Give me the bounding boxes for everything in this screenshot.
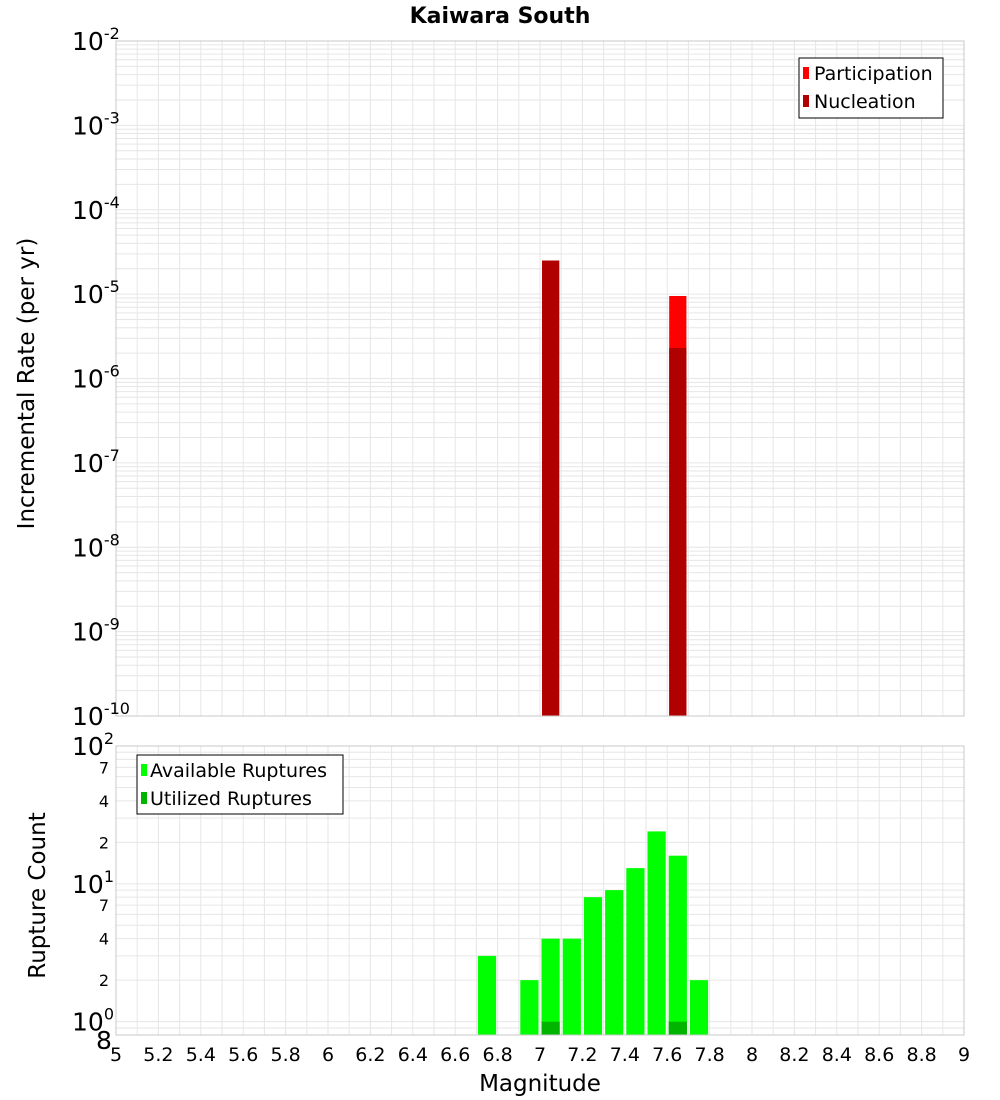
bar-available-ruptures-m7.45	[626, 868, 645, 1035]
legend-swatch-available	[141, 764, 147, 776]
legend-swatch-nucleation	[803, 95, 809, 107]
rate-y-tick-label: 10-8	[72, 530, 120, 562]
x-tick-label: 5.6	[228, 1044, 258, 1066]
count-y-minor-tick-label: 7	[99, 896, 109, 915]
rate-legend: Participation Nucleation	[798, 57, 944, 119]
x-tick-label: 7.8	[694, 1044, 724, 1066]
x-tick-label: 5.8	[270, 1044, 300, 1066]
x-tick-label: 6.8	[482, 1044, 512, 1066]
bar-utilized-ruptures-m7.65	[668, 1021, 687, 1035]
rate-y-tick-label: 10-9	[72, 615, 120, 647]
count-y-minor-tick-label: 2	[99, 971, 109, 990]
bar-available-ruptures-m6.95	[520, 980, 539, 1035]
x-ticks: 5 5.2 5.4 5.6 5.8 6 6.2 6.4 6.6 6.8 7 7.2 7.4 7.6 7.8 8…	[110, 1044, 970, 1066]
legend-label-available: Available Ruptures	[150, 760, 327, 782]
x-tick-label: 5	[110, 1044, 122, 1066]
count-y-minor-tick-label: 4	[99, 930, 109, 949]
bar-available-ruptures-m7.65	[668, 855, 687, 1035]
legend-swatch-participation	[803, 67, 809, 79]
count-legend: Available Ruptures Utilized Ruptures	[136, 754, 344, 815]
bar-utilized-ruptures-m7.05	[541, 1021, 560, 1035]
bar-nucleation-m7.65	[669, 347, 687, 716]
legend-label-participation: Participation	[814, 63, 933, 85]
x-tick-label: 6.6	[440, 1044, 470, 1066]
bar-available-ruptures-m7.05	[541, 938, 560, 1035]
count-y-minor-tick-label: 2	[99, 833, 109, 852]
count-legend-box	[136, 754, 344, 815]
count-bars	[477, 831, 709, 1035]
x-tick-label: 6.2	[355, 1044, 385, 1066]
x-axis-label: Magnitude	[479, 1071, 601, 1097]
x-tick-label: 5.2	[143, 1044, 173, 1066]
rate-y-tick-label: 10-10	[72, 699, 130, 731]
count-y-tick-label: 101	[72, 867, 114, 899]
x-tick-label: 8.4	[822, 1044, 852, 1066]
bar-available-ruptures-m7.75	[689, 980, 709, 1035]
x-tick-label: 5.4	[186, 1044, 216, 1066]
x-tick-label: 7.2	[567, 1044, 597, 1066]
x-tick-label: 9	[958, 1044, 970, 1066]
rate-y-tick-label: 10-4	[72, 193, 120, 225]
count-y-axis-label: Rupture Count	[25, 812, 51, 978]
x-tick-label: 6	[322, 1044, 334, 1066]
count-y-tick-label: 102	[72, 729, 114, 761]
count-y-minor-tick-label: 4	[99, 792, 109, 811]
rate-y-tick-label: 10-7	[72, 446, 120, 478]
rate-y-tick-label: 10-6	[72, 362, 120, 394]
x-tick-label: 8	[746, 1044, 758, 1066]
rate-y-ticks: 10-2 10-3 10-4 10-5 10-6 10-7 10-8 10-9 10-10	[72, 24, 130, 731]
legend-label-nucleation: Nucleation	[814, 91, 916, 113]
bar-available-ruptures-m7.55	[647, 831, 666, 1035]
x-tick-label: 6.4	[398, 1044, 428, 1066]
legend-label-utilized: Utilized Ruptures	[150, 788, 312, 810]
x-tick-label: 8.8	[906, 1044, 936, 1066]
x-tick-label: 8.2	[779, 1044, 809, 1066]
rate-plot-frame	[115, 40, 965, 717]
legend-swatch-utilized	[141, 792, 147, 804]
rate-legend-box	[798, 57, 944, 119]
rate-bars	[542, 260, 687, 716]
count-plot-frame	[115, 745, 965, 1036]
rate-y-tick-label: 10-3	[72, 108, 120, 140]
x-tick-label: 7	[534, 1044, 546, 1066]
x-tick-label: 7.6	[652, 1044, 682, 1066]
rate-grid	[115, 41, 965, 717]
rate-y-tick-label: 10-5	[72, 277, 120, 309]
bar-nucleation-m7.05	[542, 260, 560, 716]
count-y-minor-tick-label: 7	[99, 758, 109, 777]
x-tick-label: 8.6	[864, 1044, 894, 1066]
rate-y-tick-label: 10-2	[72, 24, 120, 56]
rate-panel: 10-2 10-3 10-4 10-5 10-6 10-7 10-8 10-9 10-10 In…	[14, 24, 965, 731]
x-tick-label: 7.4	[610, 1044, 640, 1066]
chart-title: Kaiwara South	[410, 4, 591, 29]
bar-available-ruptures-m6.75	[477, 955, 497, 1035]
bar-available-ruptures-m7.15	[562, 938, 581, 1035]
bar-available-ruptures-m7.35	[605, 890, 624, 1035]
count-y-minor-tick-label: 8	[96, 1026, 112, 1055]
rate-y-axis-label: Incremental Rate (per yr)	[14, 238, 40, 530]
bar-available-ruptures-m7.25	[583, 897, 603, 1035]
count-grid	[115, 745, 965, 1036]
